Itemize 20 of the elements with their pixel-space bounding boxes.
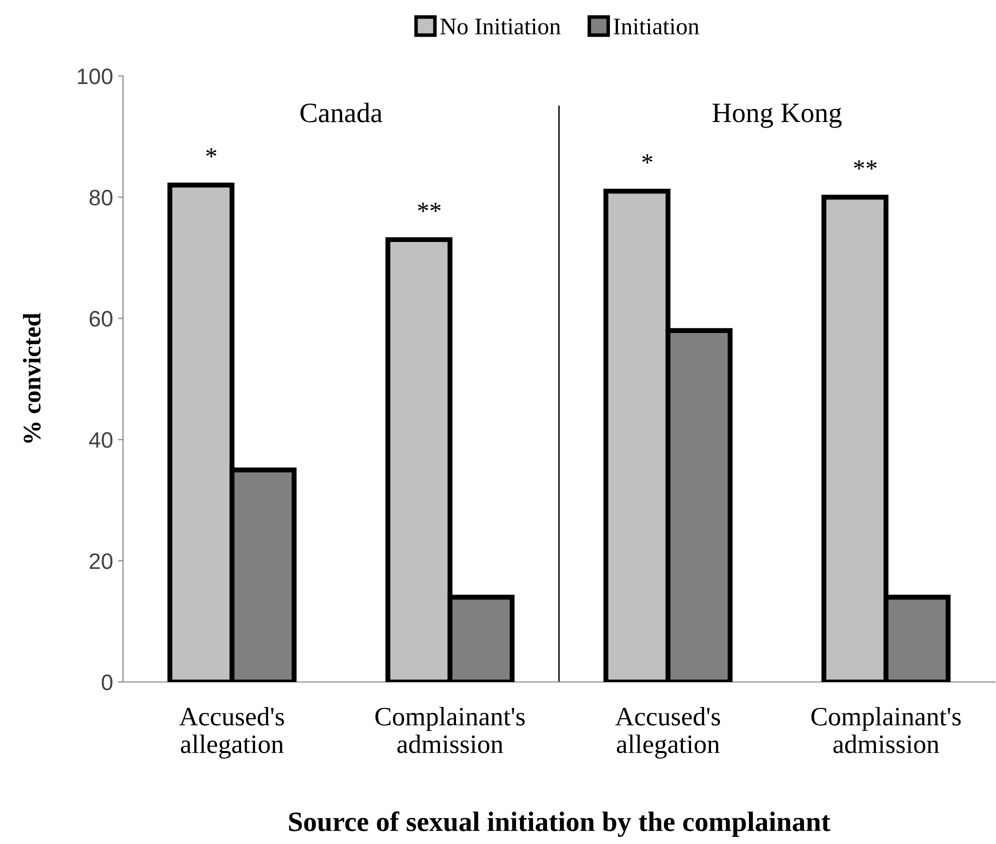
y-axis-title: % convicted — [22, 312, 41, 443]
y-tick-label: 20 — [90, 553, 112, 570]
x-tick-label: Complainant's admission — [811, 707, 961, 754]
annotation: * — [642, 154, 652, 164]
legend-label: Initiation — [614, 18, 700, 34]
x-tick-label: Accused's allegation — [179, 707, 284, 759]
annotation: ** — [854, 160, 877, 170]
y-tick-label: 0 — [102, 674, 112, 690]
x-tick-label: Complainant's admission — [375, 707, 525, 754]
annotation: Hong Kong — [712, 104, 842, 128]
annotation: ** — [418, 202, 441, 212]
y-tick-label: 100 — [78, 68, 112, 84]
x-tick-label: Accused's allegation — [615, 707, 720, 759]
y-tick-label: 80 — [90, 190, 112, 206]
y-tick-label: 40 — [89, 432, 112, 448]
x-axis-title: Source of sexual initiation by the complainant — [289, 811, 830, 837]
annotation: * — [206, 148, 216, 158]
y-tick-label: 60 — [90, 310, 112, 327]
legend-label: No Initiation — [440, 18, 561, 34]
annotation: Canada — [300, 102, 382, 122]
